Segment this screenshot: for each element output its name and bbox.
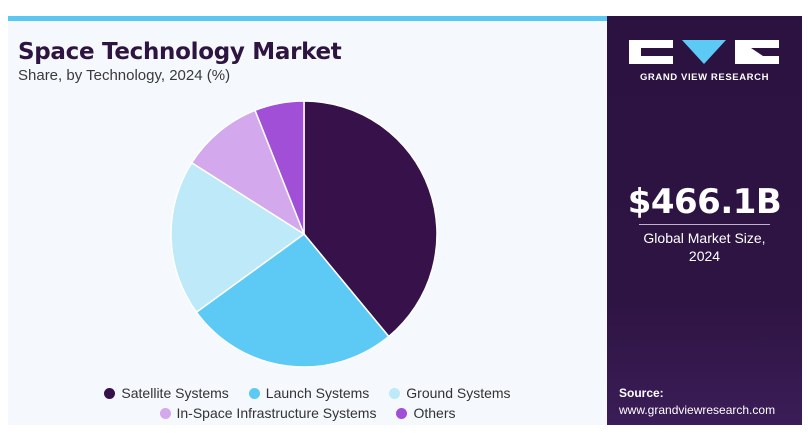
legend-item: Launch Systems <box>248 385 370 401</box>
pie-slice-launch-systems <box>195 232 390 368</box>
legend-swatch <box>389 387 401 399</box>
chart-panel: Space Technology Market Share, by Techno… <box>8 16 607 425</box>
market-size-label: Global Market Size, 2024 <box>607 229 802 265</box>
chart-title: Space Technology Market <box>18 39 342 65</box>
chart-subtitle: Share, by Technology, 2024 (%) <box>18 67 231 84</box>
legend-row: In-Space Infrastructure Systems Others <box>8 405 607 421</box>
divider <box>639 224 770 225</box>
legend: Satellite Systems Launch Systems Ground Sy… <box>8 385 607 425</box>
market-size-label-line2: 2024 <box>688 248 721 264</box>
legend-row: Satellite Systems Launch Systems Ground Sy… <box>8 385 607 401</box>
legend-item: Satellite Systems <box>104 385 229 401</box>
legend-label: Launch Systems <box>265 385 370 401</box>
pie-chart <box>170 100 438 368</box>
legend-label: Satellite Systems <box>121 385 229 401</box>
market-size-value: $466.1B <box>627 182 782 222</box>
source-url: www.grandviewresearch.com <box>619 403 776 417</box>
legend-swatch <box>396 407 408 419</box>
legend-label: Ground Systems <box>406 385 511 401</box>
legend-item: In-Space Infrastructure Systems <box>159 405 377 421</box>
pie-slice-in-space-infrastructure-systems <box>190 109 306 236</box>
legend-item: Others <box>396 405 455 421</box>
source-label: Source: <box>619 386 664 400</box>
legend-swatch <box>159 407 171 419</box>
legend-item: Ground Systems <box>389 385 511 401</box>
legend-swatch <box>104 387 116 399</box>
legend-swatch <box>248 387 260 399</box>
summary-panel: GRAND VIEW RESEARCH $466.1B Global Marke… <box>607 16 802 425</box>
logo-text: GRAND VIEW RESEARCH <box>639 72 770 83</box>
legend-label: Others <box>413 405 456 421</box>
pie-slice-satellite-systems <box>303 100 438 338</box>
market-size-label-line1: Global Market Size, <box>643 230 766 246</box>
legend-label: In-Space Infrastructure Systems <box>176 405 377 421</box>
pie-slice-others <box>254 100 305 235</box>
gvr-logo-icon <box>629 36 779 96</box>
pie-slice-ground-systems <box>170 161 306 314</box>
